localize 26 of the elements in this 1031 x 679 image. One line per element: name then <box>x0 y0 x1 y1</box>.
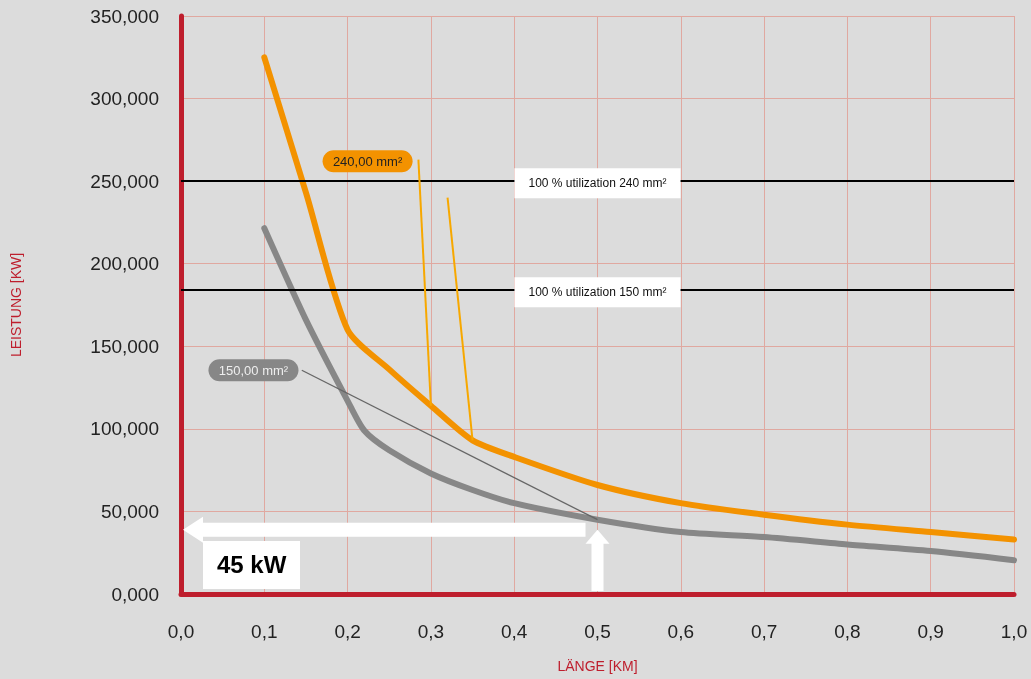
x-tick-label: 0,6 <box>667 621 695 642</box>
x-tick-label: 1,0 <box>1000 621 1028 642</box>
callout: 150,00 mm² <box>208 359 599 521</box>
y-tick-label: 200,000 <box>90 253 159 275</box>
x-tick-label: 0,9 <box>917 621 944 642</box>
x-tick-label: 0,5 <box>584 621 611 642</box>
y-tick-label: 100,000 <box>90 418 159 440</box>
x-tick-label: 0,2 <box>334 621 361 642</box>
x-axis-title: LÄNGE [KM] <box>557 658 638 674</box>
annotation: 45 kW <box>203 540 301 589</box>
x-tick-label: 0,0 <box>167 621 195 642</box>
y-axis-title: LEISTUNG [KW] <box>8 252 24 358</box>
x-tick-label: 0,1 <box>251 621 278 642</box>
y-tick-label: 0,000 <box>111 583 159 605</box>
ref-line-label: 100 % utilization 240 mm² <box>528 176 667 191</box>
x-tick-label: 0,7 <box>750 621 778 642</box>
y-tick-label: 350,000 <box>90 5 159 27</box>
y-tick-label: 300,000 <box>90 88 159 110</box>
y-tick-label: 50,000 <box>100 500 159 522</box>
ref-line-label: 100 % utilization 150 mm² <box>528 285 667 300</box>
x-tick-label: 0,8 <box>834 621 861 642</box>
y-tick-label: 250,000 <box>90 170 159 192</box>
y-tick-label: 150,000 <box>90 335 159 357</box>
x-tick-label: 0,3 <box>417 621 445 642</box>
x-tick-label: 0,4 <box>500 621 528 642</box>
callout: 240,00 mm² <box>322 150 474 442</box>
